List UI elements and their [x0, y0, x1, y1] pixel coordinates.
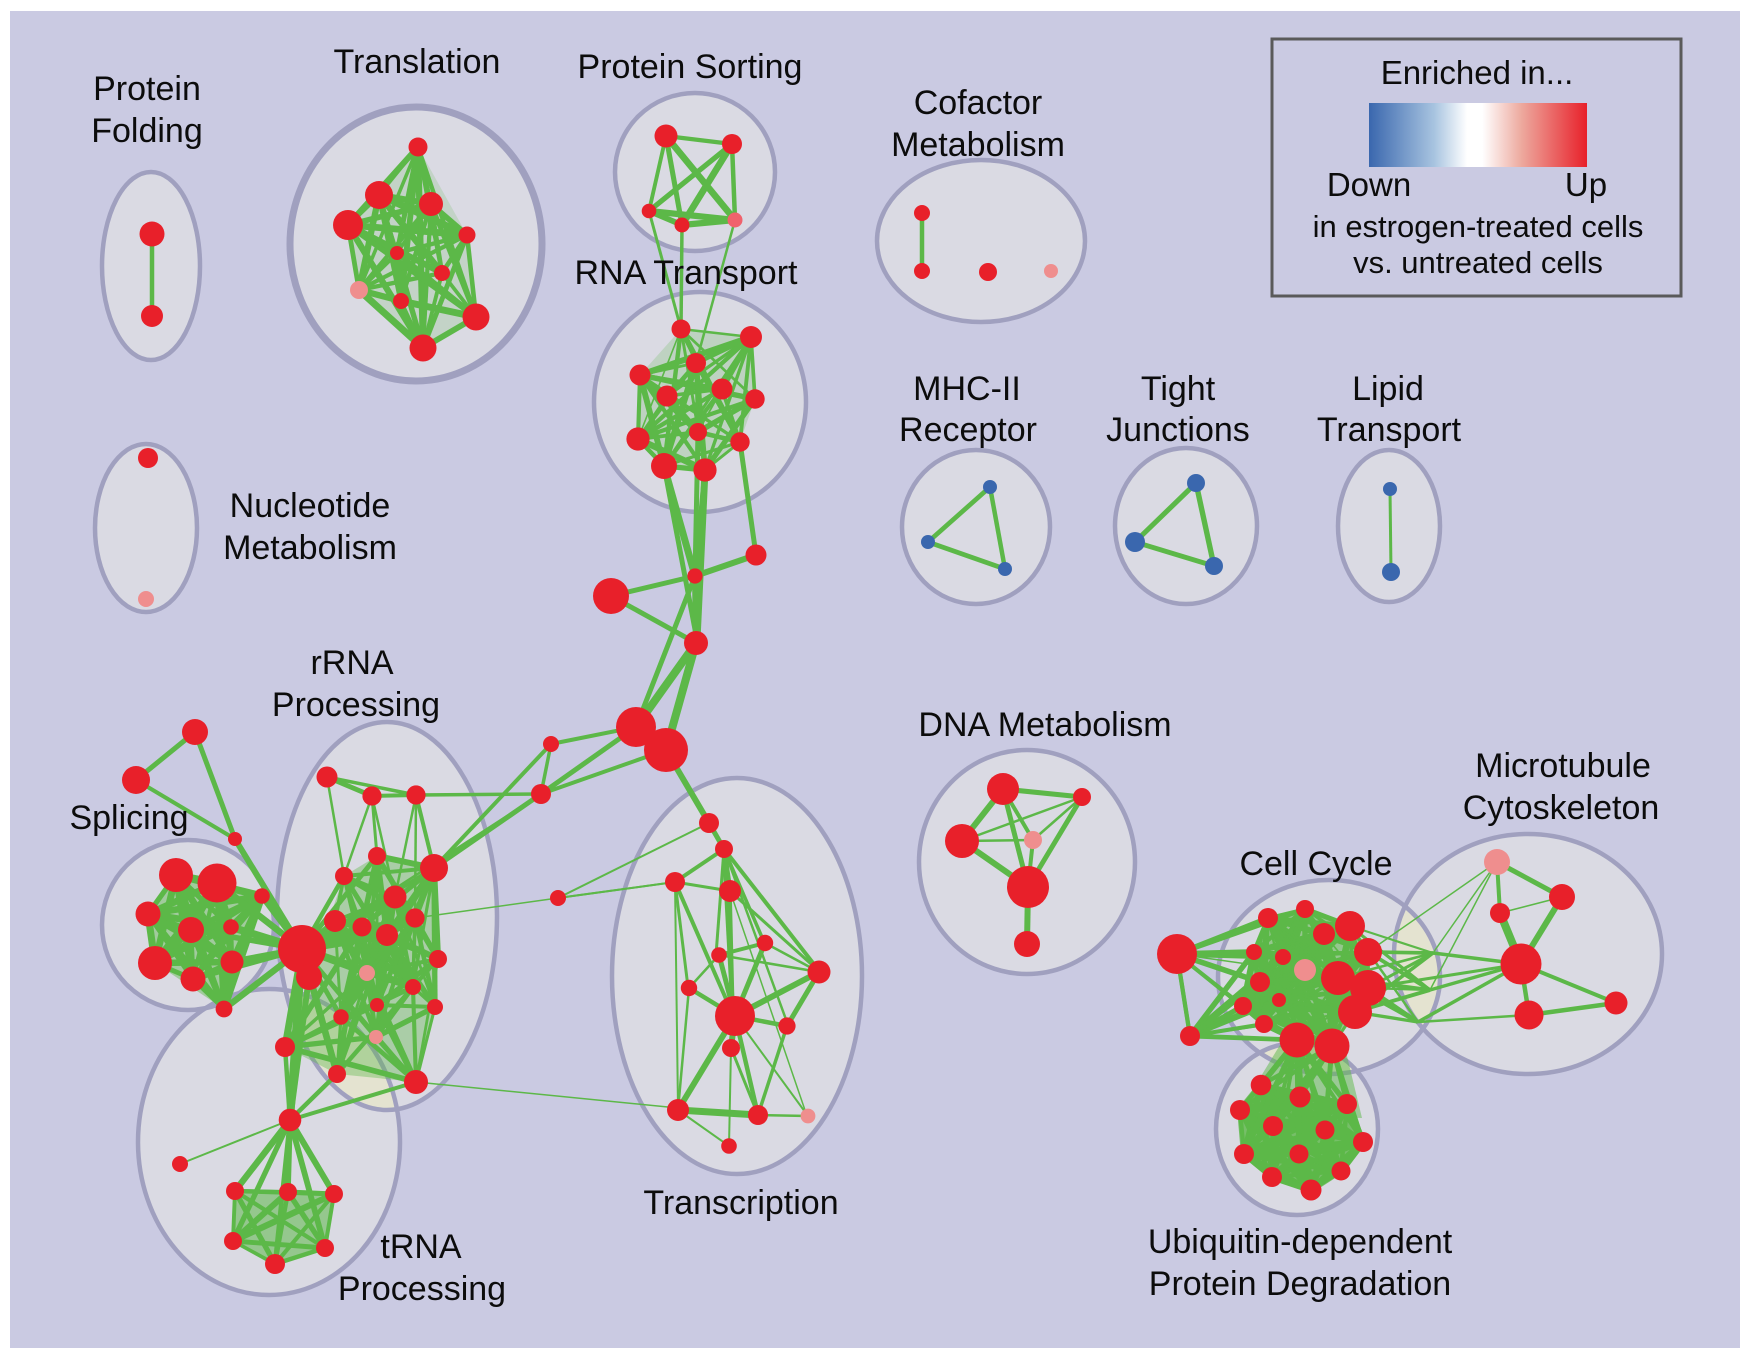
- svg-text:Splicing: Splicing: [69, 799, 188, 837]
- svg-text:Translation: Translation: [334, 43, 501, 81]
- svg-text:Microtubule: Microtubule: [1475, 747, 1651, 785]
- svg-text:Processing: Processing: [338, 1270, 506, 1308]
- svg-text:Protein Degradation: Protein Degradation: [1149, 1265, 1451, 1303]
- svg-text:Folding: Folding: [91, 112, 203, 150]
- svg-text:RNA Transport: RNA Transport: [575, 254, 799, 292]
- svg-text:Metabolism: Metabolism: [223, 529, 397, 567]
- svg-text:Enriched in...: Enriched in...: [1381, 54, 1574, 91]
- svg-text:MHC-II: MHC-II: [913, 370, 1021, 408]
- svg-text:Protein Sorting: Protein Sorting: [578, 48, 803, 86]
- svg-text:Transcription: Transcription: [643, 1184, 838, 1222]
- svg-text:Receptor: Receptor: [899, 411, 1037, 449]
- svg-text:Down: Down: [1327, 166, 1411, 203]
- svg-text:Transport: Transport: [1317, 411, 1462, 449]
- svg-text:Nucleotide: Nucleotide: [230, 487, 391, 525]
- svg-text:Junctions: Junctions: [1106, 411, 1250, 449]
- svg-text:Protein: Protein: [93, 70, 201, 108]
- svg-text:Up: Up: [1565, 166, 1607, 203]
- svg-text:rRNA: rRNA: [310, 644, 393, 682]
- svg-text:DNA Metabolism: DNA Metabolism: [918, 706, 1171, 744]
- svg-text:Processing: Processing: [272, 686, 440, 724]
- svg-text:Cell Cycle: Cell Cycle: [1239, 845, 1392, 883]
- svg-text:vs. untreated cells: vs. untreated cells: [1353, 245, 1603, 280]
- svg-text:Cofactor: Cofactor: [914, 84, 1043, 122]
- svg-text:tRNA: tRNA: [380, 1228, 462, 1266]
- svg-text:Cytoskeleton: Cytoskeleton: [1463, 789, 1660, 827]
- svg-text:Tight: Tight: [1141, 370, 1216, 408]
- svg-text:in estrogen-treated cells: in estrogen-treated cells: [1313, 209, 1644, 244]
- svg-text:Metabolism: Metabolism: [891, 126, 1065, 164]
- svg-text:Lipid: Lipid: [1352, 370, 1424, 408]
- svg-text:Ubiquitin-dependent: Ubiquitin-dependent: [1148, 1223, 1453, 1261]
